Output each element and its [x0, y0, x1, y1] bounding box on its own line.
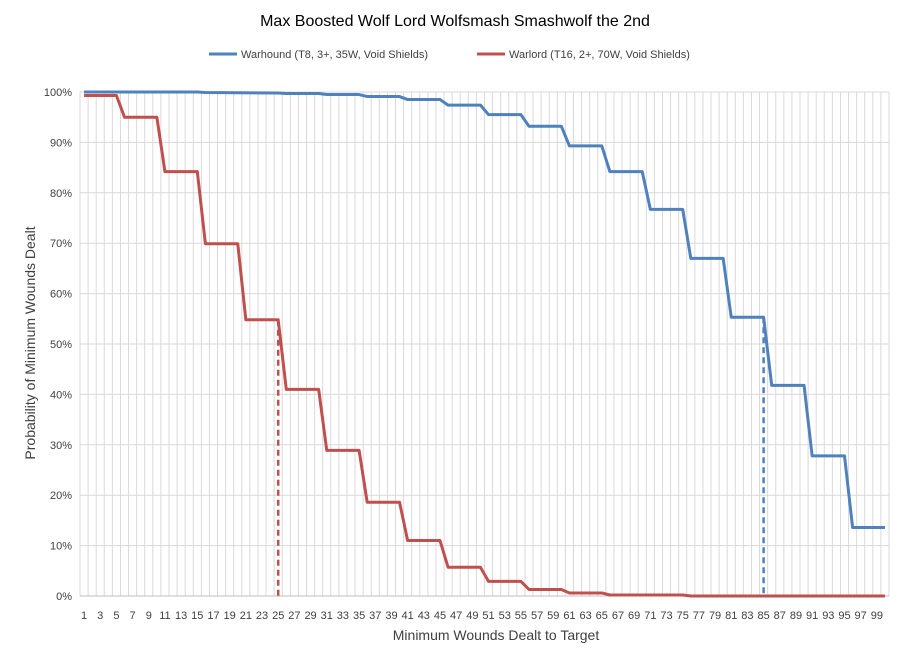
series-line-warhound: [84, 90, 885, 529]
x-tick-label: 39: [385, 610, 397, 622]
x-tick-label: 29: [304, 610, 316, 622]
x-tick-label: 1: [81, 610, 87, 622]
x-tick-label: 13: [175, 610, 187, 622]
y-tick-label: 20%: [50, 490, 72, 502]
x-tick-label: 17: [207, 610, 219, 622]
y-tick-label: 0%: [56, 591, 72, 603]
x-tick-label: 53: [499, 610, 511, 622]
y-tick-label: 50%: [50, 339, 72, 351]
x-tick-label: 87: [774, 610, 786, 622]
x-tick-label: 89: [790, 610, 802, 622]
legend-label-warhound: Warhound (T8, 3+, 35W, Void Shields): [241, 49, 428, 61]
y-axis-title: Probability of Minimum Wounds Dealt: [22, 226, 38, 459]
x-tick-label: 85: [757, 610, 769, 622]
x-tick-label: 5: [113, 610, 119, 622]
x-tick-label: 3: [97, 610, 103, 622]
x-tick-label: 61: [563, 610, 575, 622]
x-tick-label: 25: [272, 610, 284, 622]
series-line-warlord: [84, 94, 885, 598]
x-tick-label: 93: [822, 610, 834, 622]
x-tick-label: 9: [146, 610, 152, 622]
x-tick-label: 23: [256, 610, 268, 622]
x-tick-label: 75: [677, 610, 689, 622]
x-tick-label: 33: [337, 610, 349, 622]
x-tick-label: 11: [159, 610, 170, 622]
x-tick-label: 31: [321, 610, 333, 622]
tick-labels: 1 3 5 7 9 11 13 15 17 19 21 23 25 27 29 31 33 35 37 39 41 43 4…: [44, 87, 883, 622]
x-tick-label: 45: [434, 610, 446, 622]
x-tick-label: 95: [838, 610, 850, 622]
y-tick-label: 80%: [50, 188, 72, 200]
x-tick-label: 27: [288, 610, 300, 622]
x-tick-label: 15: [191, 610, 203, 622]
threshold-markers: [276, 317, 765, 596]
y-tick-label: 30%: [50, 440, 72, 452]
x-tick-label: 41: [402, 610, 414, 622]
plot-series: [84, 90, 885, 598]
x-tick-label: 35: [353, 610, 365, 622]
y-tick-label: 40%: [50, 389, 72, 401]
x-tick-label: 59: [547, 610, 559, 622]
y-tick-label: 100%: [44, 87, 72, 99]
x-tick-label: 67: [612, 610, 624, 622]
x-tick-label: 69: [628, 610, 640, 622]
x-tick-label: 57: [531, 610, 543, 622]
x-tick-label: 7: [130, 610, 136, 622]
legend-label-warlord: Warlord (T16, 2+, 70W, Void Shields): [509, 49, 690, 61]
x-tick-label: 21: [240, 610, 252, 622]
x-tick-label: 55: [515, 610, 527, 622]
x-tick-label: 99: [871, 610, 883, 622]
x-tick-label: 73: [660, 610, 672, 622]
x-tick-label: 47: [450, 610, 462, 622]
legend: Warhound (T8, 3+, 35W, Void Shields) War…: [209, 49, 690, 61]
x-tick-label: 19: [224, 610, 236, 622]
x-axis-title: Minimum Wounds Dealt to Target: [393, 627, 600, 643]
x-tick-label: 79: [709, 610, 721, 622]
x-tick-label: 97: [855, 610, 867, 622]
y-tick-label: 90%: [50, 137, 72, 149]
x-tick-label: 77: [693, 610, 705, 622]
x-tick-label: 43: [418, 610, 430, 622]
y-tick-label: 70%: [50, 238, 72, 250]
x-tick-label: 37: [369, 610, 381, 622]
x-tick-label: 49: [466, 610, 478, 622]
y-tick-label: 10%: [50, 541, 72, 553]
y-tick-label: 60%: [50, 289, 72, 301]
x-tick-label: 83: [741, 610, 753, 622]
x-tick-label: 63: [580, 610, 592, 622]
x-tick-label: 51: [482, 610, 494, 622]
x-tick-label: 65: [596, 610, 608, 622]
x-tick-label: 71: [644, 610, 656, 622]
x-tick-label: 91: [806, 610, 818, 622]
chart-title: Max Boosted Wolf Lord Wolfsmash Smashwol…: [260, 13, 650, 30]
x-tick-label: 81: [725, 610, 737, 622]
